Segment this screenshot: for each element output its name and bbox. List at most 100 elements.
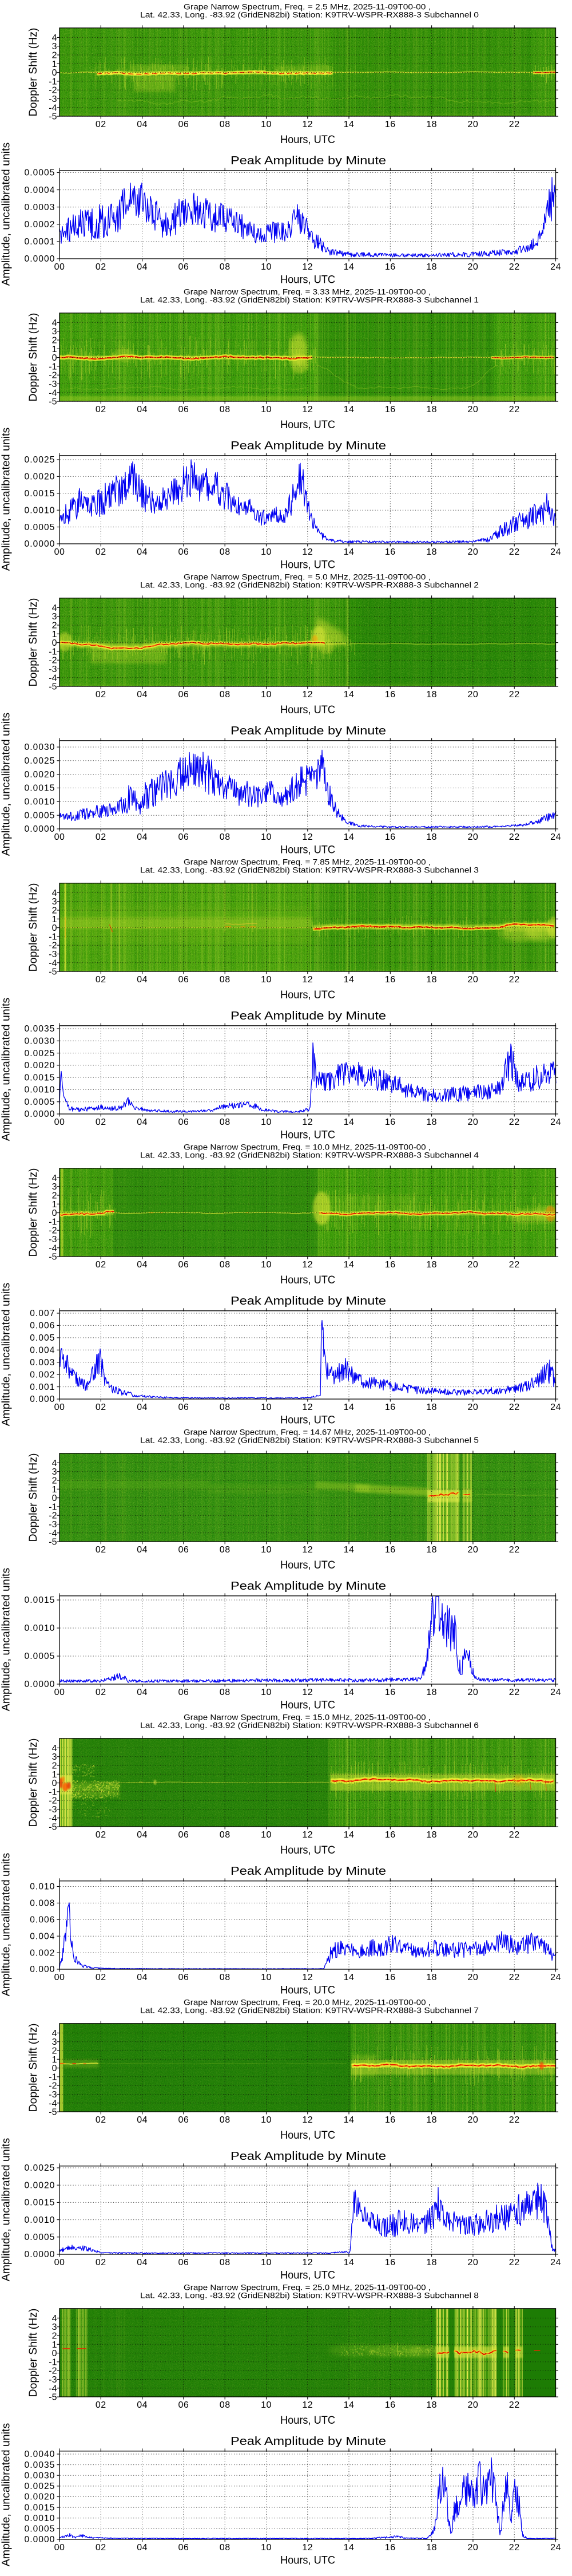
svg-text:4: 4	[52, 318, 57, 328]
svg-text:-4: -4	[49, 103, 57, 113]
svg-text:Amplitude, uncalibrated units: Amplitude, uncalibrated units	[0, 713, 13, 856]
svg-text:06: 06	[178, 2543, 189, 2553]
svg-text:08: 08	[220, 1260, 231, 1270]
svg-text:-1: -1	[49, 1787, 57, 1797]
svg-text:-2: -2	[49, 371, 57, 381]
svg-text:0.000: 0.000	[30, 1965, 55, 1974]
svg-text:20: 20	[468, 690, 479, 700]
svg-text:20: 20	[468, 547, 479, 557]
svg-text:10: 10	[261, 2400, 272, 2410]
svg-text:00: 00	[54, 832, 65, 842]
svg-text:04: 04	[137, 1545, 148, 1555]
svg-text:16: 16	[385, 975, 396, 985]
svg-text:12: 12	[302, 975, 313, 985]
svg-text:20: 20	[468, 1688, 479, 1697]
svg-text:0.006: 0.006	[30, 1915, 55, 1925]
svg-text:00: 00	[54, 2543, 65, 2553]
svg-text:Lat. 42.33, Long. -83.92 (Gri: Lat. 42.33, Long. -83.92 (GridEN82bi) St…	[140, 2006, 479, 2015]
svg-text:18: 18	[426, 690, 437, 700]
svg-text:24: 24	[550, 262, 561, 272]
svg-text:Grape Narrow Spectrum, Freq. =: Grape Narrow Spectrum, Freq. = 10.0 MHz,…	[184, 1143, 431, 1152]
svg-text:1: 1	[52, 1200, 57, 1210]
svg-text:06: 06	[178, 1973, 189, 1982]
svg-text:16: 16	[385, 1545, 396, 1555]
svg-text:Hours, UTC: Hours, UTC	[280, 418, 335, 431]
svg-text:16: 16	[385, 2543, 396, 2553]
svg-text:Amplitude, uncalibrated units: Amplitude, uncalibrated units	[0, 428, 13, 571]
svg-text:0.0005: 0.0005	[24, 811, 55, 820]
svg-text:10: 10	[261, 1688, 272, 1697]
svg-text:Hours, UTC: Hours, UTC	[280, 989, 335, 1001]
svg-text:18: 18	[426, 262, 437, 272]
svg-text:20: 20	[468, 1973, 479, 1982]
svg-text:Grape Narrow Spectrum, Freq. =: Grape Narrow Spectrum, Freq. = 3.33 MHz,…	[184, 288, 431, 297]
svg-text:Lat. 42.33, Long. -83.92 (Gri: Lat. 42.33, Long. -83.92 (GridEN82bi) St…	[140, 866, 479, 875]
svg-text:10: 10	[261, 2115, 272, 2125]
svg-text:Hours, UTC: Hours, UTC	[280, 2129, 335, 2142]
svg-text:Grape Narrow Spectrum, Freq. =: Grape Narrow Spectrum, Freq. = 20.0 MHz,…	[184, 1998, 431, 2007]
svg-text:-5: -5	[49, 397, 57, 407]
svg-text:Doppler Shift (Hz): Doppler Shift (Hz)	[27, 883, 39, 972]
svg-text:16: 16	[385, 405, 396, 414]
svg-text:-1: -1	[49, 2357, 57, 2367]
svg-text:12: 12	[302, 1973, 313, 1982]
svg-text:-5: -5	[49, 967, 57, 977]
svg-text:12: 12	[302, 1545, 313, 1555]
svg-text:0.0015: 0.0015	[24, 489, 55, 499]
svg-text:0.0010: 0.0010	[24, 2215, 55, 2225]
svg-text:0.004: 0.004	[30, 1346, 55, 1356]
svg-text:Doppler Shift (Hz): Doppler Shift (Hz)	[27, 598, 39, 687]
svg-text:4: 4	[52, 1459, 57, 1468]
svg-text:-2: -2	[49, 1226, 57, 1236]
svg-text:-3: -3	[49, 2090, 57, 2100]
svg-text:24: 24	[550, 547, 561, 557]
svg-text:10: 10	[261, 262, 272, 272]
svg-text:Hours, UTC: Hours, UTC	[280, 1699, 335, 1712]
svg-text:0.000: 0.000	[30, 1394, 55, 1404]
svg-text:16: 16	[385, 1973, 396, 1982]
svg-text:12: 12	[302, 1402, 313, 1412]
svg-text:14: 14	[344, 1830, 355, 1840]
svg-text:14: 14	[344, 405, 355, 414]
svg-text:02: 02	[96, 120, 106, 129]
svg-text:14: 14	[344, 2258, 355, 2267]
svg-text:12: 12	[302, 2115, 313, 2125]
svg-text:-5: -5	[49, 1823, 57, 1832]
svg-text:0: 0	[52, 923, 57, 933]
svg-text:0.0000: 0.0000	[24, 2250, 55, 2259]
svg-text:20: 20	[468, 1830, 479, 1840]
svg-text:18: 18	[426, 547, 437, 557]
svg-text:14: 14	[344, 120, 355, 129]
svg-text:0.0005: 0.0005	[24, 2524, 55, 2534]
svg-text:Grape Narrow Spectrum, Freq. =: Grape Narrow Spectrum, Freq. = 2.5 MHz, …	[184, 3, 431, 11]
svg-text:08: 08	[220, 2400, 231, 2410]
svg-text:06: 06	[178, 547, 189, 557]
svg-text:12: 12	[302, 2258, 313, 2267]
svg-text:3: 3	[52, 42, 57, 52]
svg-text:22: 22	[509, 690, 520, 700]
svg-text:20: 20	[468, 2543, 479, 2553]
svg-text:0.0010: 0.0010	[24, 1085, 55, 1095]
svg-text:0.0005: 0.0005	[24, 1097, 55, 1107]
svg-text:Doppler Shift (Hz): Doppler Shift (Hz)	[27, 28, 39, 117]
svg-text:12: 12	[302, 262, 313, 272]
svg-text:22: 22	[509, 1402, 520, 1412]
svg-text:14: 14	[344, 2400, 355, 2410]
svg-text:22: 22	[509, 120, 520, 129]
svg-text:0.0025: 0.0025	[24, 455, 55, 465]
svg-text:14: 14	[344, 1688, 355, 1697]
svg-text:08: 08	[220, 405, 231, 414]
svg-text:Amplitude, uncalibrated units: Amplitude, uncalibrated units	[0, 998, 13, 1141]
svg-text:1: 1	[52, 2055, 57, 2065]
svg-text:04: 04	[137, 1117, 148, 1127]
svg-text:08: 08	[220, 1973, 231, 1982]
svg-text:Lat. 42.33, Long. -83.92 (Gri: Lat. 42.33, Long. -83.92 (GridEN82bi) St…	[140, 1151, 479, 1160]
svg-text:18: 18	[426, 1830, 437, 1840]
svg-text:04: 04	[137, 1830, 148, 1840]
svg-text:10: 10	[261, 690, 272, 700]
svg-text:0.0000: 0.0000	[24, 824, 55, 834]
svg-text:24: 24	[550, 2258, 561, 2267]
svg-text:08: 08	[220, 262, 231, 272]
svg-text:0.0005: 0.0005	[24, 1652, 55, 1661]
svg-text:20: 20	[468, 262, 479, 272]
